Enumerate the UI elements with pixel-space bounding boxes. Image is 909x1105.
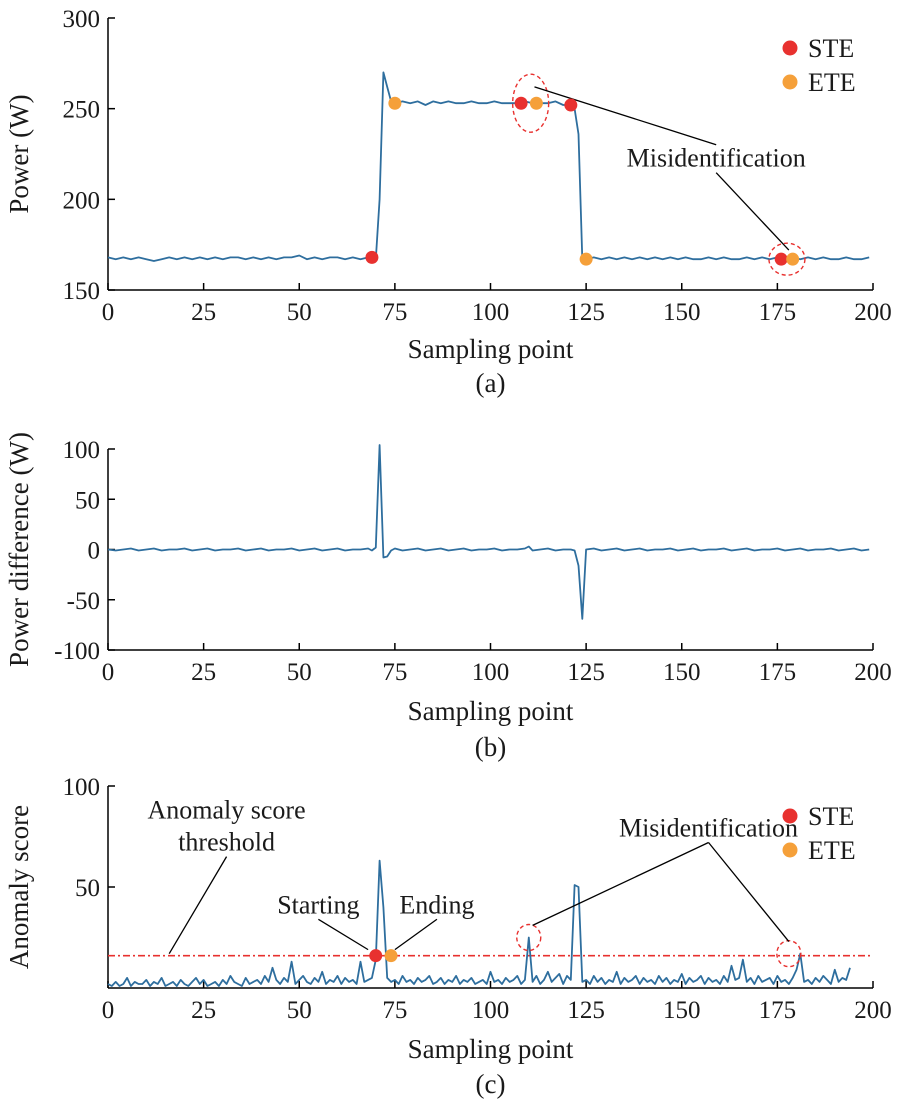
misidentification-highlight: [511, 73, 550, 133]
legend-label: STE: [808, 802, 854, 831]
x-tick-label: 100: [472, 299, 510, 326]
x-tick-label: 100: [472, 997, 510, 1024]
y-tick-label: 50: [75, 875, 100, 902]
annotation-text: Ending: [399, 890, 474, 919]
x-tick-label: 200: [854, 659, 892, 686]
annotation-leader-line: [318, 918, 369, 951]
annotation-leader-line: [394, 918, 438, 951]
misidentification-highlight: [516, 923, 542, 952]
ete-marker: [529, 96, 543, 110]
x-tick-label: 175: [759, 997, 797, 1024]
y-tick-label: 250: [63, 97, 101, 124]
x-tick-label: 50: [287, 997, 312, 1024]
y-tick-label: 100: [63, 437, 101, 464]
annotation-leader-line: [534, 86, 717, 146]
x-tick-label: 200: [854, 299, 892, 326]
x-axis-label: Sampling point: [408, 334, 574, 364]
annotation-leader-line: [532, 841, 709, 926]
legend-label: STE: [808, 34, 854, 63]
y-tick-label: 0: [88, 538, 101, 565]
panel-caption: (a): [476, 368, 506, 398]
legend-marker: [782, 842, 798, 858]
misidentification-highlight: [776, 939, 802, 968]
annotation-text: threshold: [178, 828, 275, 857]
ste-marker: [514, 96, 528, 110]
annotation-leader-line: [168, 856, 228, 954]
x-tick-label: 75: [382, 299, 407, 326]
annotation-text: Anomaly score: [148, 795, 306, 824]
x-tick-label: 75: [382, 659, 407, 686]
y-tick-label: -100: [54, 638, 100, 665]
x-tick-label: 125: [567, 299, 605, 326]
legend-marker: [782, 808, 798, 824]
legend-label: ETE: [808, 836, 856, 865]
x-axis-label: Sampling point: [408, 696, 574, 726]
ste-marker: [365, 250, 379, 264]
misidentification-highlight: [768, 242, 806, 276]
ete-marker: [786, 252, 800, 266]
x-tick-label: 0: [102, 997, 115, 1024]
annotation-leader-line: [708, 842, 790, 942]
ste-marker: [564, 98, 578, 112]
x-tick-label: 50: [287, 299, 312, 326]
x-tick-label: 125: [567, 997, 605, 1024]
ste-marker: [774, 252, 788, 266]
panel-caption: (c): [476, 1069, 506, 1099]
y-axis-label: Power difference (W): [4, 432, 34, 667]
y-tick-label: 100: [63, 774, 101, 801]
panel-caption: (b): [475, 732, 506, 762]
ete-marker: [579, 252, 593, 266]
panel-b: 0 25 50 75 100 125 150 175 200 -100 -50 0 50 100 Sampl…: [4, 432, 892, 762]
y-tick-label: 300: [63, 6, 101, 33]
annotation-text: Misidentification: [627, 144, 806, 173]
x-tick-label: 175: [759, 659, 797, 686]
legend-label: ETE: [808, 68, 856, 97]
y-tick-label: 150: [63, 278, 101, 305]
y-tick-label: -50: [67, 588, 100, 615]
y-axis-label: Power (W): [4, 94, 34, 213]
panel-a: 0 25 50 75 100 125 150 175 200 150 200 250 300 Sampli…: [4, 6, 892, 398]
x-tick-label: 100: [472, 659, 510, 686]
x-tick-label: 25: [191, 997, 216, 1024]
ste-marker: [369, 949, 383, 963]
x-tick-label: 25: [191, 659, 216, 686]
annotation-text: Misidentification: [619, 814, 798, 843]
x-tick-label: 75: [382, 997, 407, 1024]
x-tick-label: 150: [663, 299, 701, 326]
legend-marker: [782, 40, 798, 56]
y-tick-label: 50: [75, 487, 100, 514]
x-tick-label: 125: [567, 659, 605, 686]
legend-marker: [782, 74, 798, 90]
x-tick-label: 175: [759, 299, 797, 326]
panel-c: 0 25 50 75 100 125 150 175 200 50 100 Sampling poin…: [4, 774, 892, 1099]
y-axis-label: Anomaly score: [4, 805, 34, 969]
x-tick-label: 0: [102, 659, 115, 686]
x-tick-label: 50: [287, 659, 312, 686]
x-tick-label: 150: [663, 997, 701, 1024]
series-line: [107, 859, 851, 987]
x-tick-label: 150: [663, 659, 701, 686]
x-tick-label: 0: [102, 299, 115, 326]
annotation-text: Starting: [277, 890, 359, 919]
ete-marker: [384, 949, 398, 963]
x-tick-label: 200: [854, 997, 892, 1024]
y-tick-label: 200: [63, 187, 101, 214]
series-line: [107, 71, 870, 262]
annotation-leader-line: [715, 172, 790, 251]
x-tick-label: 25: [191, 299, 216, 326]
ete-marker: [388, 96, 402, 110]
x-axis-label: Sampling point: [408, 1034, 574, 1064]
series-line: [107, 444, 870, 620]
